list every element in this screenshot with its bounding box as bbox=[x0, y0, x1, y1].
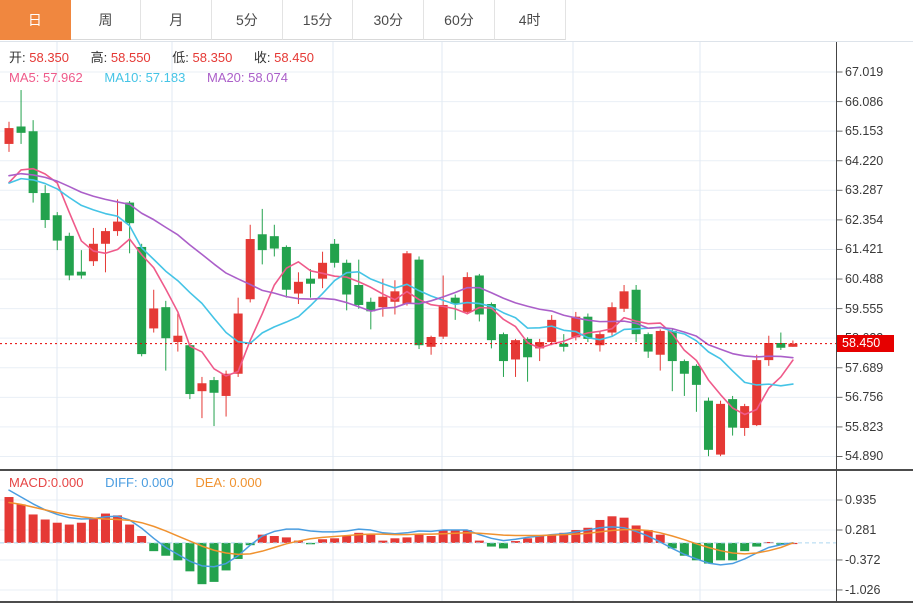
tab-5min[interactable]: 5分 bbox=[212, 0, 283, 40]
tab-4hour[interactable]: 4时 bbox=[494, 0, 566, 40]
tab-month[interactable]: 月 bbox=[141, 0, 213, 40]
open-label: 开: bbox=[9, 50, 26, 65]
tab-15min[interactable]: 15分 bbox=[282, 0, 354, 40]
macd-readout: MACD:0.000 DIFF: 0.000 DEA: 0.000 bbox=[9, 475, 280, 491]
y-axis-label: 57.689 bbox=[845, 360, 884, 375]
ma20-value: 58.074 bbox=[248, 70, 288, 85]
ma5-value: 57.962 bbox=[42, 70, 83, 85]
macd-label: MACD: bbox=[9, 475, 51, 490]
y-axis-label: 63.287 bbox=[845, 183, 884, 198]
last-price-badge: 58.450 bbox=[837, 335, 894, 353]
tab-week[interactable]: 周 bbox=[70, 0, 142, 40]
tab-60min[interactable]: 60分 bbox=[424, 0, 495, 40]
diff-value: 0.000 bbox=[141, 475, 174, 490]
y-axis-label: 55.823 bbox=[845, 419, 884, 434]
high-value: 58.550 bbox=[110, 50, 151, 65]
y-axis-label: 65.153 bbox=[845, 124, 884, 139]
macd-axis-label: -1.026 bbox=[845, 582, 881, 597]
close-label: 收: bbox=[253, 50, 271, 65]
ma20-label: MA20: bbox=[206, 70, 245, 85]
macd-axis-label: -0.372 bbox=[845, 552, 881, 567]
open-value: 58.350 bbox=[29, 50, 70, 65]
y-axis-label: 59.555 bbox=[845, 301, 884, 316]
y-axis-label: 56.756 bbox=[845, 390, 884, 405]
diff-label: DIFF: bbox=[105, 475, 138, 490]
tab-30min[interactable]: 30分 bbox=[353, 0, 425, 40]
macd-value: 0.000 bbox=[50, 475, 84, 490]
y-axis-label: 60.488 bbox=[845, 272, 884, 287]
macd-axis-label: 0.281 bbox=[845, 523, 877, 537]
high-label: 高: bbox=[90, 50, 108, 65]
ohlc-readout: 开: 58.350 高: 58.550 低: 58.350 收: 58.450 bbox=[9, 50, 332, 66]
ma10-value: 57.183 bbox=[145, 70, 186, 85]
y-axis-label: 64.220 bbox=[845, 153, 884, 168]
low-value: 58.350 bbox=[192, 50, 233, 65]
y-axis-label: 66.086 bbox=[845, 94, 884, 109]
ma5-label: MA5: bbox=[9, 70, 40, 85]
y-axis-label: 62.354 bbox=[845, 212, 884, 227]
period-toolbar: 日 周 月 5分 15分 30分 60分 4时 bbox=[0, 0, 913, 42]
low-label: 低: bbox=[172, 50, 189, 65]
ma-readout: MA5: 57.962 MA10: 57.183 MA20: 58.074 bbox=[9, 70, 306, 86]
y-axis-label: 67.019 bbox=[845, 65, 884, 79]
y-axis-label: 54.890 bbox=[845, 449, 884, 464]
tab-day[interactable]: 日 bbox=[0, 0, 71, 40]
dea-value: 0.000 bbox=[229, 475, 262, 490]
ma10-label: MA10: bbox=[104, 70, 142, 85]
macd-axis-label: 0.935 bbox=[845, 493, 877, 507]
close-value: 58.450 bbox=[274, 50, 314, 65]
dea-label: DEA: bbox=[195, 475, 226, 490]
y-axis-label: 61.421 bbox=[845, 242, 884, 257]
